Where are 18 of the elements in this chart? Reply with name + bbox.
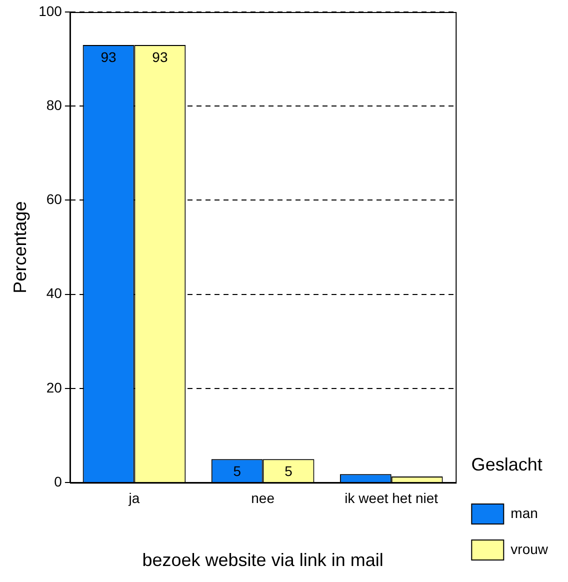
- data-label: 5: [284, 462, 293, 479]
- x-axis-title: bezoek website via link in mail: [142, 550, 384, 570]
- x-tick-label: ik weet het niet: [344, 490, 438, 506]
- y-tick-label: 40: [46, 285, 62, 302]
- data-label: 5: [233, 462, 242, 479]
- y-tick-label: 100: [38, 2, 62, 19]
- data-label: 93: [100, 48, 117, 65]
- legend-label: vrouw: [510, 540, 549, 557]
- legend-title: Geslacht: [471, 454, 542, 474]
- legend-label: man: [510, 504, 538, 521]
- x-tick-label: nee: [251, 490, 275, 506]
- y-tick-label: 20: [46, 379, 62, 396]
- data-label: 93: [152, 48, 168, 65]
- y-tick-label: 60: [46, 191, 62, 208]
- y-tick-label: 80: [46, 96, 62, 113]
- x-tick-label: ja: [128, 490, 140, 506]
- y-axis-title: Percentage: [10, 201, 30, 294]
- y-tick-label: 0: [54, 473, 62, 490]
